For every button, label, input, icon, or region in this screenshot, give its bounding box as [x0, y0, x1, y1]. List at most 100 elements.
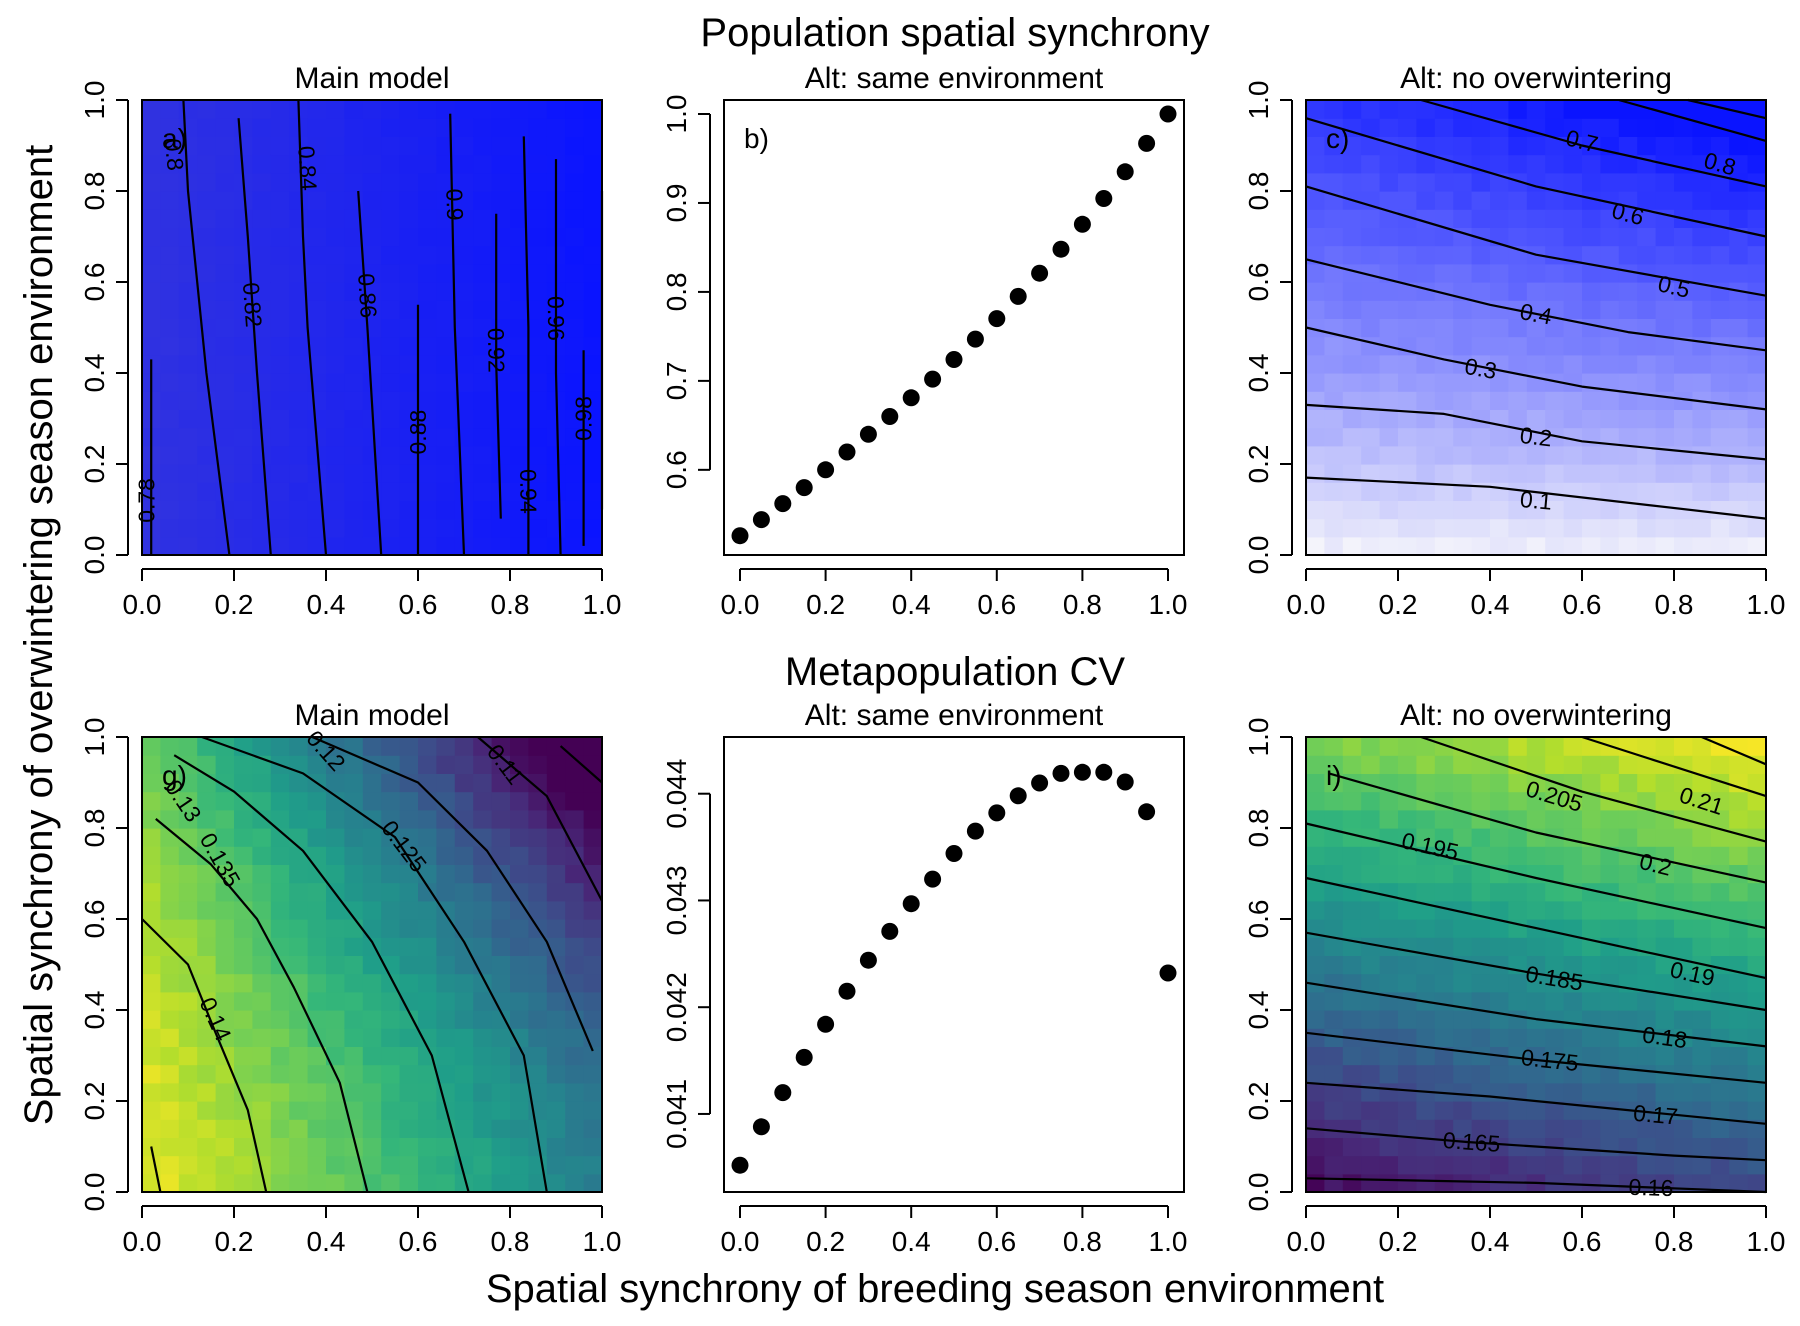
- heatmap-cell: [1710, 245, 1730, 265]
- heatmap-cell: [436, 154, 456, 174]
- heatmap-cell: [197, 1028, 217, 1047]
- heatmap-cell: [1692, 427, 1712, 447]
- heatmap-cell: [1600, 1137, 1620, 1157]
- heatmap-cell: [1710, 282, 1730, 301]
- heatmap-cell: [1324, 919, 1344, 938]
- contour-label: 0.4: [1518, 298, 1555, 330]
- heatmap-cell: [270, 336, 290, 356]
- x-tick-label: 0.2: [806, 589, 845, 620]
- heatmap-cell: [399, 882, 419, 902]
- heatmap-cell: [546, 1010, 566, 1029]
- heatmap-cell: [344, 882, 364, 902]
- heatmap-cell: [1398, 1155, 1417, 1175]
- heatmap-cell: [1324, 955, 1344, 975]
- y-tick-label: 0.6: [661, 450, 692, 489]
- heatmap-cell: [1563, 300, 1583, 319]
- heatmap-cell: [197, 191, 217, 210]
- heatmap-cell: [565, 1137, 585, 1157]
- heatmap-cell: [491, 900, 511, 920]
- heatmap-cell: [197, 209, 217, 228]
- heatmap-cell: [307, 991, 327, 1011]
- heatmap-cell: [491, 773, 511, 793]
- heatmap-cell: [1324, 300, 1344, 319]
- x-tick-label: 0.6: [399, 589, 438, 620]
- heatmap-cell: [215, 445, 235, 465]
- heatmap-cell: [1747, 809, 1767, 829]
- heatmap-cell: [1582, 464, 1601, 483]
- heatmap-cell: [546, 900, 566, 920]
- heatmap-cell: [252, 482, 272, 501]
- heatmap-cell: [1398, 500, 1417, 520]
- heatmap-cell: [583, 300, 603, 319]
- heatmap-cell: [1600, 1155, 1620, 1175]
- heatmap-cell: [473, 919, 493, 938]
- heatmap-cell: [307, 464, 327, 483]
- heatmap-cell: [436, 1028, 456, 1047]
- heatmap-cell: [1306, 191, 1325, 210]
- x-tick-label: 0.8: [1063, 589, 1102, 620]
- heatmap-cell: [1729, 882, 1749, 902]
- heatmap-cell: [1710, 1155, 1730, 1175]
- heatmap-cell: [510, 391, 529, 410]
- x-tick-label: 0.0: [721, 1226, 760, 1257]
- heatmap-cell: [1563, 464, 1583, 483]
- heatmap-cell: [1526, 1064, 1546, 1084]
- heatmap-cell: [1471, 245, 1491, 265]
- heatmap-cell: [1453, 318, 1473, 338]
- heatmap-cell: [160, 227, 180, 247]
- heatmap-cell: [418, 937, 437, 956]
- contour-line: [182, 99, 231, 556]
- heatmap-cell: [178, 864, 198, 884]
- heatmap-cell: [1563, 518, 1583, 538]
- heatmap-cell: [1747, 846, 1767, 865]
- data-point: [1138, 134, 1156, 152]
- heatmap-cell: [1637, 263, 1657, 283]
- heatmap-cell: [1655, 1119, 1675, 1138]
- heatmap-cell: [362, 536, 382, 556]
- heatmap-cell: [436, 773, 456, 793]
- heatmap-cell: [326, 373, 345, 392]
- heatmap-cell: [1398, 100, 1417, 119]
- heatmap-cell: [1747, 828, 1767, 847]
- heatmap-cell: [1342, 1010, 1362, 1029]
- heatmap-cell: [436, 937, 456, 956]
- heatmap-cell: [1637, 245, 1657, 265]
- heatmap-cell: [473, 536, 493, 556]
- heatmap-cell: [510, 536, 529, 556]
- heatmap-cell: [1416, 245, 1436, 265]
- y-tick-label: 1.0: [79, 718, 110, 757]
- heatmap-cell: [454, 318, 474, 338]
- heatmap-cell: [289, 354, 309, 374]
- heatmap-cell: [160, 282, 180, 301]
- heatmap-cell: [1674, 1155, 1693, 1175]
- heatmap-cell: [289, 445, 309, 465]
- data-point: [859, 425, 877, 443]
- heatmap-cell: [381, 1082, 401, 1102]
- heatmap-cell: [528, 1046, 548, 1066]
- heatmap-cell: [510, 245, 529, 265]
- heatmap-cell: [1618, 354, 1638, 374]
- heatmap-cell: [1342, 536, 1362, 556]
- heatmap-cell: [252, 100, 272, 119]
- heatmap-cell: [583, 791, 603, 811]
- heatmap-cell: [326, 991, 345, 1011]
- heatmap-cell: [1582, 500, 1601, 520]
- heatmap-cell: [1600, 755, 1620, 774]
- y-axis-label: Spatial synchrony of overwintering seaso…: [17, 145, 61, 1126]
- heatmap-cell: [1582, 755, 1601, 774]
- heatmap-cell: [1692, 500, 1712, 520]
- heatmap-cell: [1747, 172, 1767, 192]
- heatmap-cell: [1674, 336, 1693, 356]
- heatmap-cell: [1545, 791, 1565, 811]
- heatmap-cell: [270, 1010, 290, 1029]
- heatmap-cell: [215, 846, 235, 865]
- heatmap-cell: [289, 773, 309, 793]
- heatmap-cell: [326, 118, 345, 137]
- heatmap-cell: [307, 282, 327, 301]
- heatmap-cell: [234, 846, 253, 865]
- heatmap-cell: [234, 991, 253, 1011]
- heatmap-cell: [1545, 209, 1565, 228]
- heatmap-cell: [1618, 500, 1638, 520]
- heatmap-cell: [1490, 391, 1509, 410]
- x-tick-label: 0.2: [806, 1226, 845, 1257]
